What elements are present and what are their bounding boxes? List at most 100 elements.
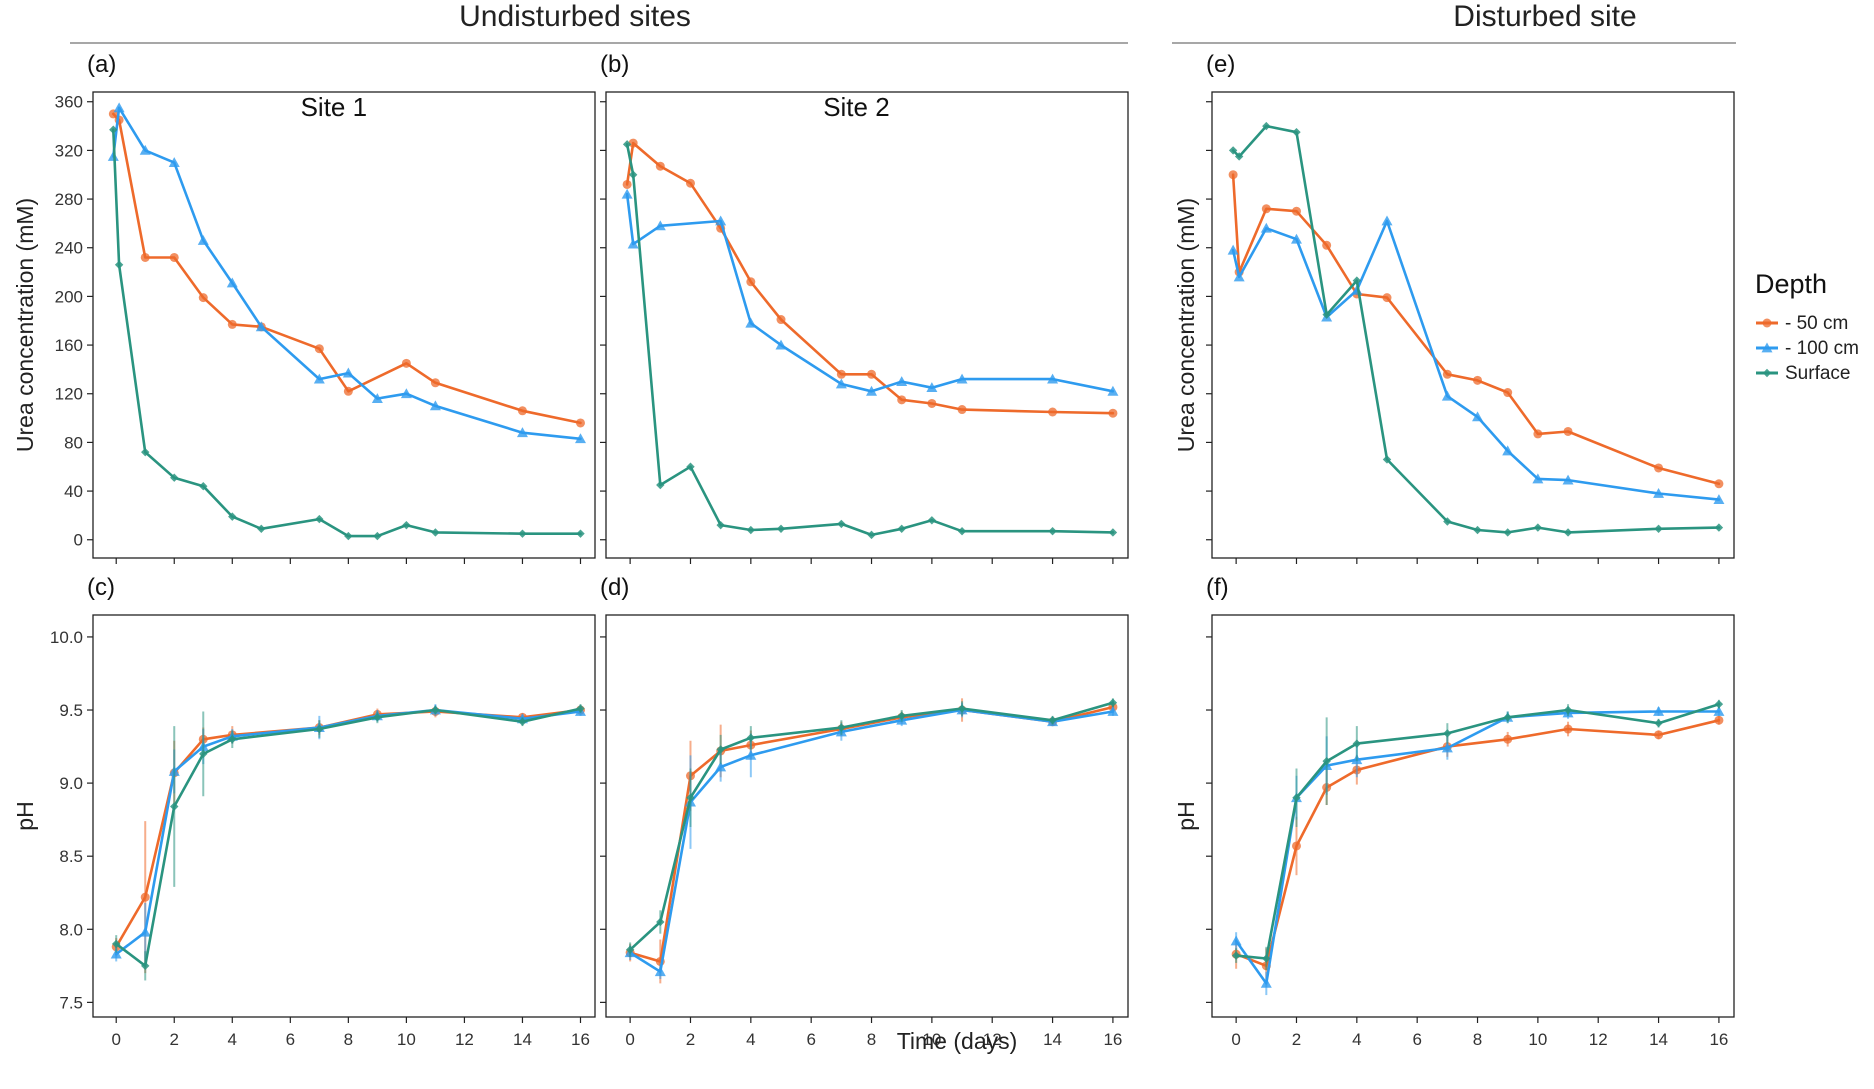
series-line [1231,219,1721,501]
y-tick-label: 80 [64,433,83,452]
legend-key-marker [1762,318,1772,328]
data-point [1048,716,1057,725]
series-50 [108,109,585,428]
data-point [1233,271,1245,282]
data-point [867,369,877,379]
series-line [112,106,582,441]
data-point [1234,152,1244,161]
data-point [1563,724,1573,734]
data-point [1473,525,1482,535]
panel-c: (c) 7.5 8.0 8.5 9.0 9.5 10.0 0 2 4 6 8 10 12 14 16 pH [12,574,596,1049]
data-point [1563,426,1573,436]
data-point [896,376,908,386]
x-tick-label: 4 [1352,1030,1361,1049]
data-point [198,293,208,303]
data-point [1322,756,1331,766]
data-point [344,531,353,541]
data-point [1533,429,1543,439]
data-point [776,315,786,325]
data-point [1503,734,1513,744]
data-point [1502,445,1514,456]
data-point [114,260,124,269]
data-point [1441,390,1453,401]
y-tick-label: 40 [64,482,83,501]
panel-label: (c) [87,574,115,601]
data-point [1654,463,1664,473]
data-point [518,529,527,538]
data-point [656,917,665,927]
plot-frame [92,614,596,1018]
data-point [1228,170,1238,180]
legend-label: - 100 cm [1785,338,1859,359]
data-point [927,516,937,525]
y-tick-label: 280 [55,190,83,209]
x-tick-label: 8 [344,1030,353,1049]
group-title-undisturbed: Undisturbed sites [459,0,691,33]
data-point [517,406,527,416]
series-100 [624,702,1119,979]
data-point [627,238,639,249]
data-point [199,482,208,491]
data-point [574,433,586,444]
data-point [957,704,967,713]
data-point [867,530,876,540]
series-surface [622,140,1118,540]
data-point [1382,455,1392,464]
data-point [170,473,179,482]
y-tick-label: 9.0 [59,774,83,793]
data-point [836,369,846,379]
y-axis-title: Urea concentration (mM) [1173,198,1199,452]
x-tick-label: 16 [1103,1030,1122,1049]
x-tick-label: 16 [1709,1030,1728,1049]
legend: Depth - 50 cm - 100 cm Surface [1755,269,1859,384]
data-point [835,378,847,389]
data-point [1261,204,1271,214]
data-point [1291,841,1301,851]
data-point [1262,954,1271,963]
data-point [1473,375,1483,385]
data-point [1713,705,1725,716]
data-point [516,427,528,438]
data-point [140,892,150,902]
y-axis-title: pH [12,801,38,830]
data-point [1107,385,1119,396]
series-50 [1231,715,1724,984]
data-point [139,926,151,937]
x-tick-label: 2 [170,1030,179,1049]
data-point [622,140,632,149]
data-point [776,524,786,533]
plot-frame [1211,91,1735,559]
data-point [1260,222,1272,233]
y-tick-label: 320 [55,141,83,160]
data-point [686,462,695,471]
data-point [1352,739,1362,748]
data-point [745,749,757,760]
data-point [746,277,756,287]
data-point [314,344,324,354]
series-100 [1230,705,1725,996]
data-point [656,480,665,490]
x-tick-label: 8 [1473,1030,1482,1049]
data-point [1713,494,1725,504]
data-point [373,713,382,722]
legend-title: Depth [1755,269,1827,299]
panels: (a)Site 104080120160200240280320360Urea … [12,51,1735,1049]
data-point [625,945,635,954]
y-tick-label: 9.5 [59,701,83,720]
legend-label: Surface [1785,363,1850,384]
data-point [654,966,666,977]
data-point [109,125,118,134]
panel-a: (a) Site 1 0 40 80 120 160 200 240 280 320 360 Urea … [12,51,596,564]
data-point [1714,715,1724,725]
data-point [342,367,354,378]
data-point [837,723,846,732]
data-point [401,358,411,368]
x-tick-label: 6 [806,1030,815,1049]
data-point [628,138,638,148]
series-surface [112,704,585,981]
legend-label: - 50 cm [1785,313,1848,334]
data-point [431,705,440,715]
plot-frame [92,91,596,559]
x-tick-label: 14 [513,1030,532,1049]
data-point [1108,528,1118,537]
